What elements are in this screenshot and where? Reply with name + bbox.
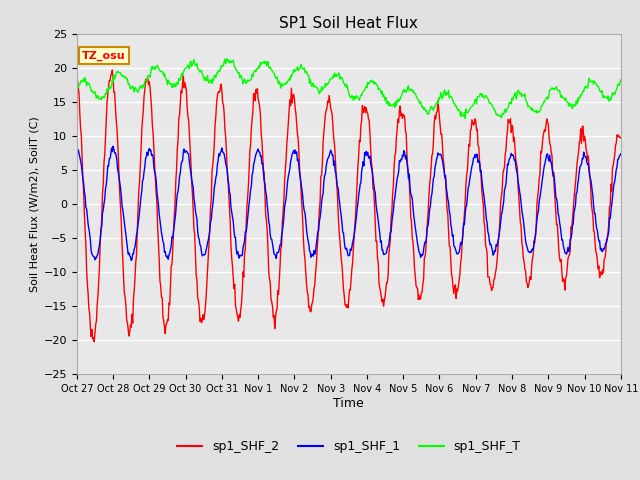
Text: TZ_osu: TZ_osu xyxy=(82,51,126,61)
Title: SP1 Soil Heat Flux: SP1 Soil Heat Flux xyxy=(280,16,418,31)
sp1_SHF_1 xyxy=(109,144,117,149)
sp1_SHF_T xyxy=(216,69,223,74)
sp1_SHF_2 xyxy=(395,120,403,125)
sp1_SHF_T xyxy=(617,77,625,83)
X-axis label: Time: Time xyxy=(333,397,364,410)
Legend: sp1_SHF_2, sp1_SHF_1, sp1_SHF_T: sp1_SHF_2, sp1_SHF_1, sp1_SHF_T xyxy=(172,435,525,458)
sp1_SHF_2 xyxy=(568,216,576,222)
Line: sp1_SHF_1: sp1_SHF_1 xyxy=(77,146,621,261)
sp1_SHF_T xyxy=(223,56,231,61)
sp1_SHF_1 xyxy=(395,168,403,174)
sp1_SHF_T xyxy=(193,62,200,68)
sp1_SHF_2 xyxy=(108,67,116,73)
sp1_SHF_2 xyxy=(73,70,81,75)
sp1_SHF_1 xyxy=(342,246,349,252)
sp1_SHF_2 xyxy=(617,135,625,141)
sp1_SHF_1 xyxy=(617,151,625,157)
sp1_SHF_1 xyxy=(194,228,202,234)
sp1_SHF_2 xyxy=(90,339,98,345)
sp1_SHF_T xyxy=(461,116,469,121)
sp1_SHF_T xyxy=(448,94,456,100)
sp1_SHF_1 xyxy=(449,233,456,239)
sp1_SHF_1 xyxy=(127,258,135,264)
sp1_SHF_1 xyxy=(568,223,576,229)
sp1_SHF_2 xyxy=(194,295,202,301)
sp1_SHF_2 xyxy=(342,301,349,307)
sp1_SHF_T xyxy=(394,96,402,102)
sp1_SHF_T xyxy=(568,106,576,111)
sp1_SHF_2 xyxy=(217,81,225,87)
sp1_SHF_T xyxy=(73,85,81,91)
Line: sp1_SHF_2: sp1_SHF_2 xyxy=(77,70,621,342)
sp1_SHF_2 xyxy=(449,276,456,281)
sp1_SHF_T xyxy=(341,83,349,89)
sp1_SHF_1 xyxy=(217,148,225,154)
Y-axis label: Soil Heat Flux (W/m2), SoilT (C): Soil Heat Flux (W/m2), SoilT (C) xyxy=(29,116,40,292)
sp1_SHF_1 xyxy=(73,150,81,156)
Line: sp1_SHF_T: sp1_SHF_T xyxy=(77,59,621,119)
